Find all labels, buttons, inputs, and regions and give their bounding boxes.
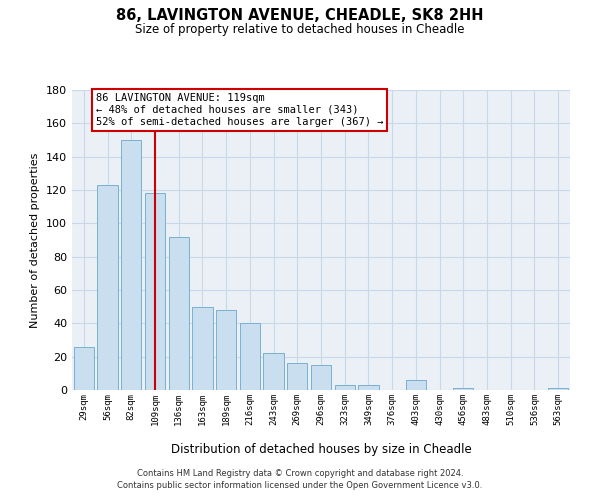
Bar	[97, 185, 118, 390]
Bar	[311, 365, 331, 390]
Bar	[216, 310, 236, 390]
Bar	[358, 385, 379, 390]
Bar	[263, 354, 284, 390]
Text: Size of property relative to detached houses in Cheadle: Size of property relative to detached ho…	[135, 22, 465, 36]
Bar	[406, 380, 426, 390]
Bar	[335, 385, 355, 390]
Text: Contains public sector information licensed under the Open Government Licence v3: Contains public sector information licen…	[118, 481, 482, 490]
Y-axis label: Number of detached properties: Number of detached properties	[31, 152, 40, 328]
Text: 86, LAVINGTON AVENUE, CHEADLE, SK8 2HH: 86, LAVINGTON AVENUE, CHEADLE, SK8 2HH	[116, 8, 484, 22]
Text: 86 LAVINGTON AVENUE: 119sqm
← 48% of detached houses are smaller (343)
52% of se: 86 LAVINGTON AVENUE: 119sqm ← 48% of det…	[96, 94, 383, 126]
Bar	[169, 236, 189, 390]
Bar	[453, 388, 473, 390]
Bar	[548, 388, 568, 390]
Bar	[145, 194, 165, 390]
Text: Distribution of detached houses by size in Cheadle: Distribution of detached houses by size …	[170, 442, 472, 456]
Bar	[74, 346, 94, 390]
Bar	[193, 306, 212, 390]
Bar	[287, 364, 307, 390]
Bar	[121, 140, 142, 390]
Text: Contains HM Land Registry data © Crown copyright and database right 2024.: Contains HM Land Registry data © Crown c…	[137, 468, 463, 477]
Bar	[240, 324, 260, 390]
